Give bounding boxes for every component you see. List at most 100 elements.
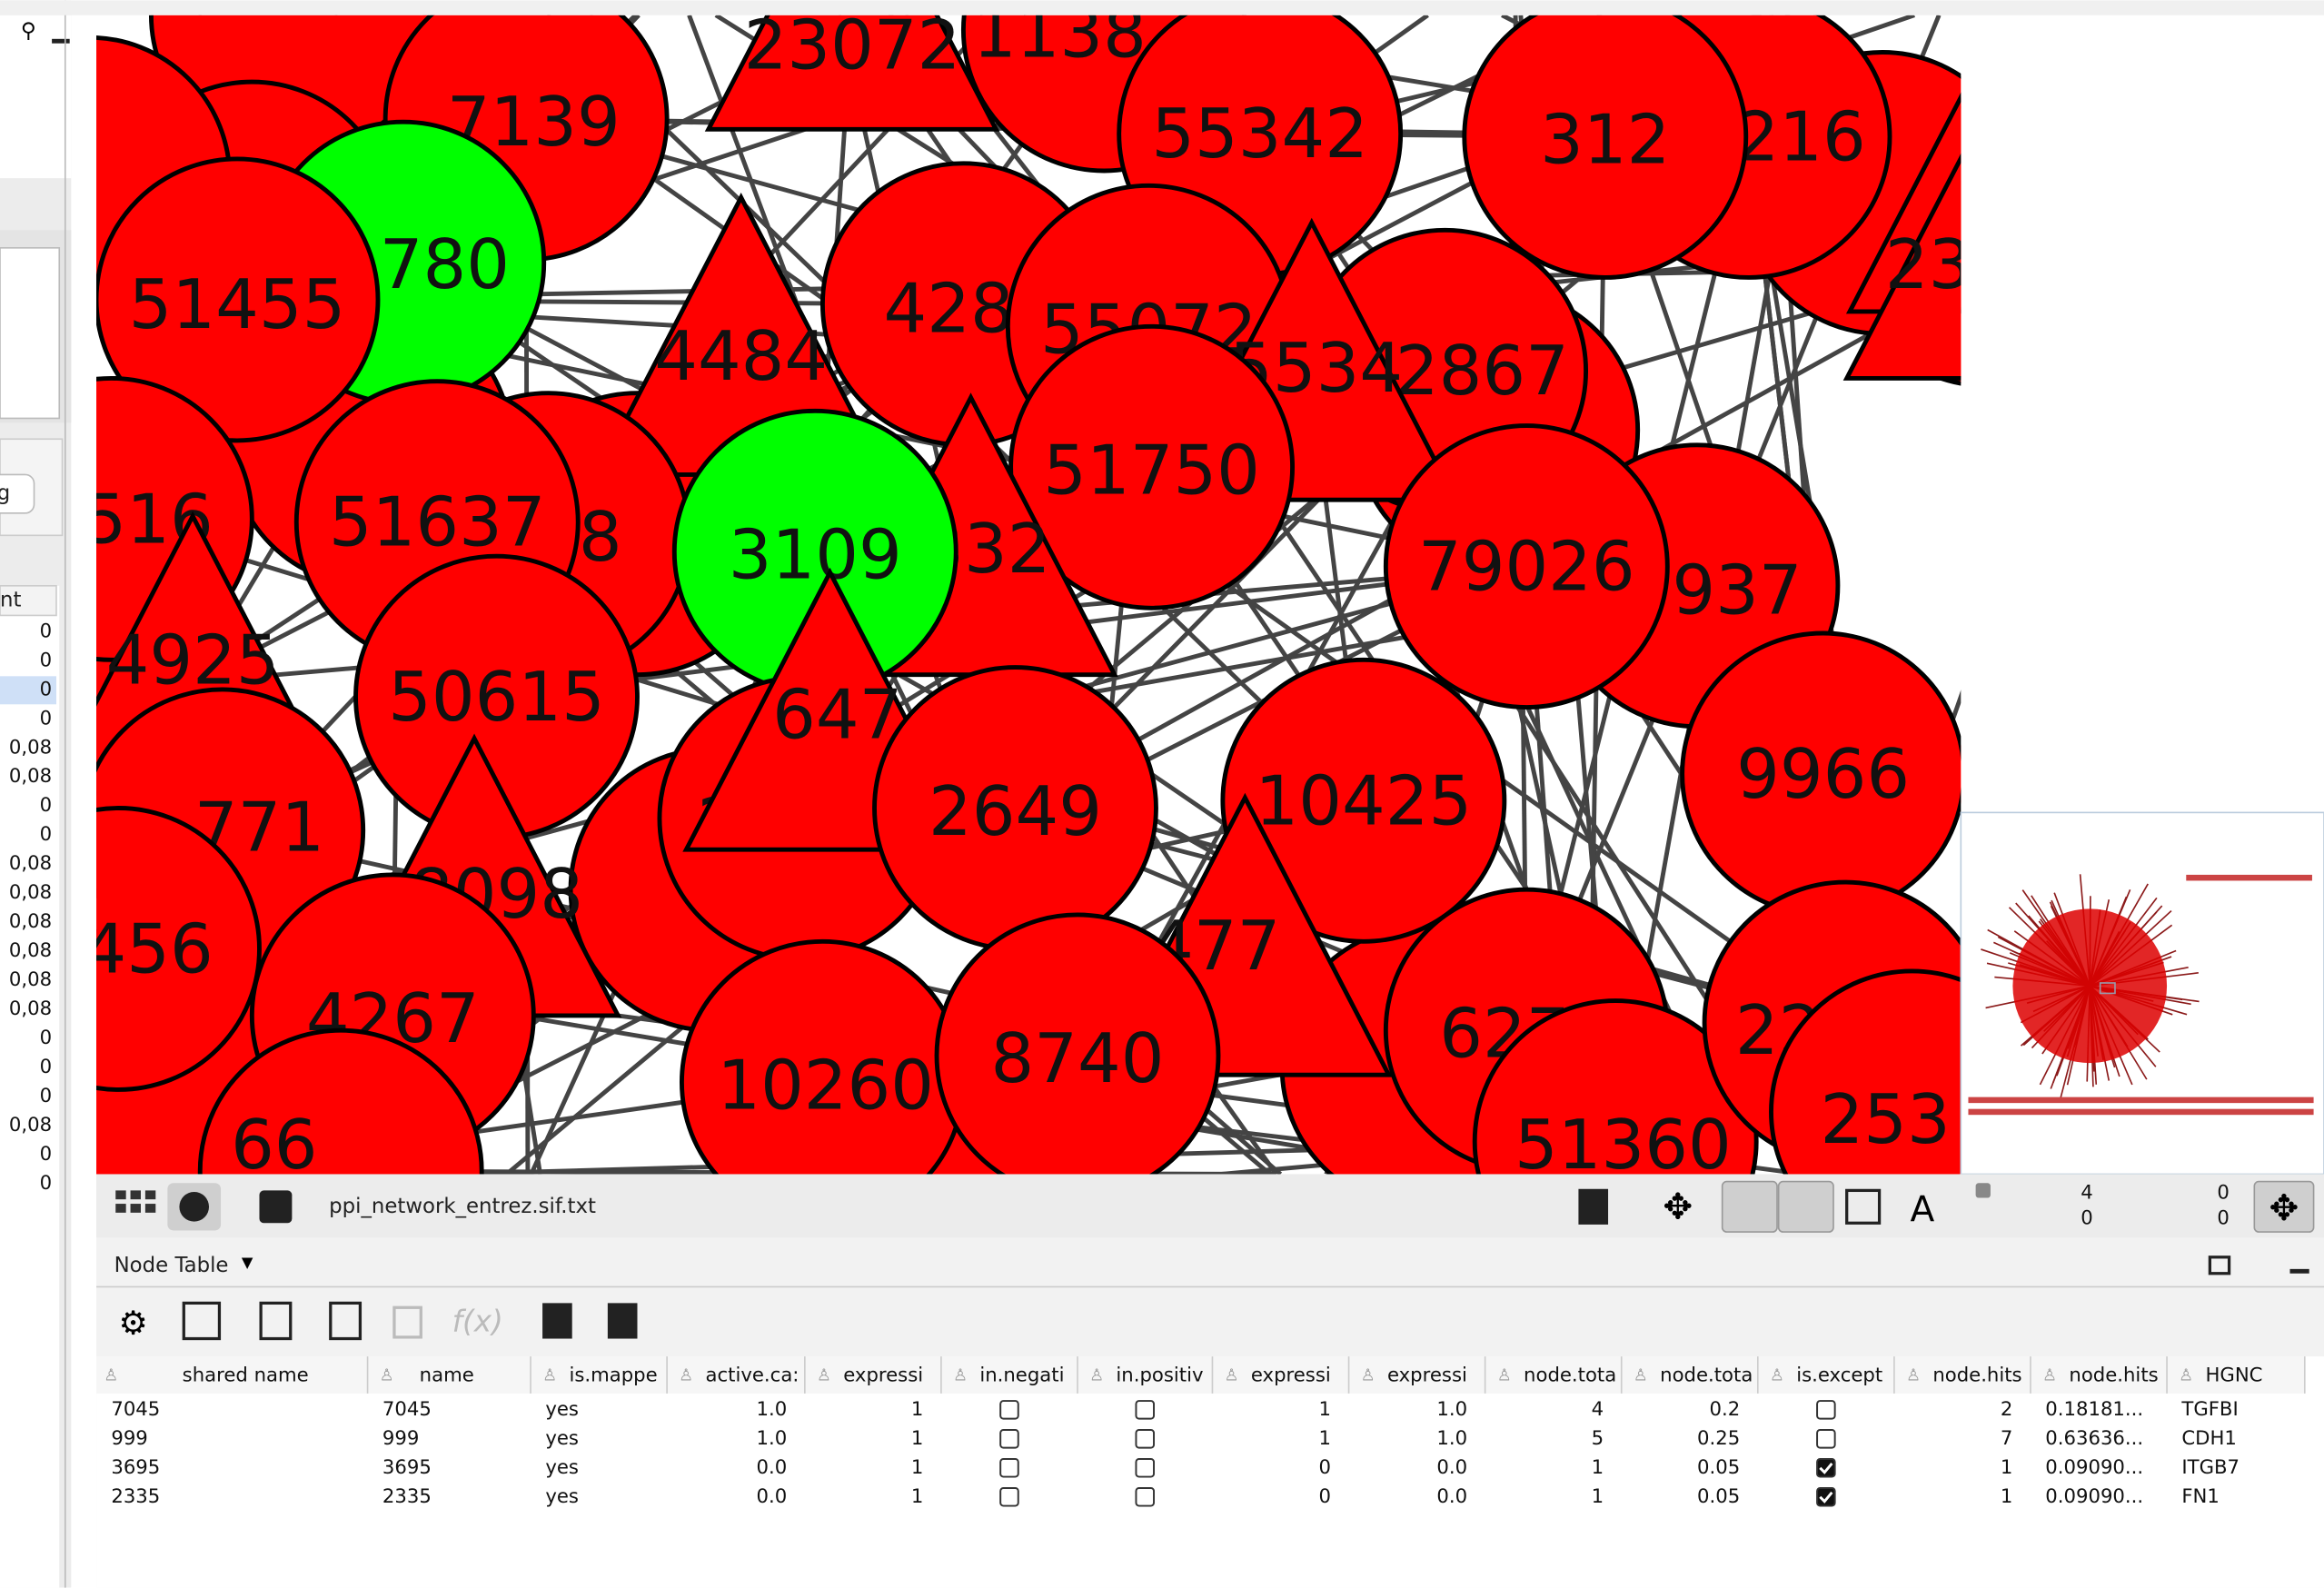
- table-title[interactable]: Node Table: [114, 1254, 229, 1277]
- checkbox[interactable]: [1135, 1486, 1156, 1507]
- column-header[interactable]: node.tota: [1660, 1363, 1753, 1385]
- detach-icon[interactable]: [259, 1190, 293, 1224]
- node[interactable]: [96, 156, 381, 443]
- export-table-icon[interactable]: [607, 1303, 638, 1339]
- node[interactable]: [1842, 101, 2134, 381]
- trash-icon[interactable]: [392, 1305, 422, 1339]
- side-value: 0,08: [9, 764, 52, 787]
- minimize-icon[interactable]: [2289, 1268, 2309, 1274]
- text-icon[interactable]: A: [1911, 1190, 1935, 1231]
- cell: 3695: [382, 1455, 432, 1478]
- node[interactable]: [1220, 657, 1507, 944]
- minimize-icon[interactable]: [52, 38, 70, 44]
- node[interactable]: [197, 1027, 484, 1312]
- node-label: 2649: [929, 771, 1102, 851]
- navigator-toggle-icon[interactable]: ✥: [2269, 1188, 2299, 1229]
- export-icon[interactable]: [1578, 1188, 1609, 1225]
- column-header[interactable]: shared name: [183, 1363, 309, 1385]
- cell: 0.09090...: [2045, 1455, 2143, 1478]
- side-value: 0: [40, 1084, 52, 1107]
- column-header[interactable]: expressi: [1387, 1363, 1467, 1385]
- cell: 7045: [382, 1397, 432, 1420]
- node-label: 55342: [1151, 94, 1368, 174]
- selected-row: [0, 676, 56, 705]
- pin-icon[interactable]: ⚲: [21, 19, 36, 43]
- column-header[interactable]: in.positiv: [1116, 1363, 1203, 1385]
- column-header[interactable]: is.except: [1796, 1363, 1882, 1385]
- side-button-label[interactable]: g: [0, 481, 10, 505]
- node[interactable]: [0, 806, 262, 1092]
- cell: 1: [911, 1455, 923, 1478]
- side-value: 0: [40, 1026, 52, 1048]
- checkbox[interactable]: [1816, 1400, 1836, 1420]
- cell: 1: [911, 1426, 923, 1449]
- checkbox[interactable]: [1816, 1429, 1836, 1449]
- side-button[interactable]: [0, 473, 35, 514]
- cell: 0.2: [1710, 1397, 1741, 1420]
- select-nodes-icon[interactable]: [1721, 1180, 1778, 1233]
- grid-view-icon[interactable]: [115, 1190, 156, 1213]
- count: 0: [2217, 1181, 2229, 1204]
- icon: ♙: [1770, 1365, 1784, 1385]
- fit-icon[interactable]: ✥: [1663, 1186, 1693, 1227]
- annotation-icon[interactable]: [1845, 1188, 1882, 1225]
- cell: 0.09090...: [2045, 1484, 2143, 1507]
- side-value: 0,08: [9, 909, 52, 932]
- select-edges-icon[interactable]: [1777, 1180, 1834, 1233]
- cell: 0.0: [1436, 1484, 1467, 1507]
- checkbox[interactable]: [1135, 1400, 1156, 1420]
- top-bar: [0, 0, 2324, 15]
- column-header[interactable]: node.hits: [1932, 1363, 2021, 1385]
- checkbox[interactable]: [1816, 1458, 1836, 1478]
- side-value: 0,08: [9, 997, 52, 1019]
- node[interactable]: [934, 912, 1221, 1196]
- column-header[interactable]: in.negati: [979, 1363, 1064, 1385]
- side-value: 0: [40, 1055, 52, 1077]
- side-value: 0,08: [9, 851, 52, 874]
- node-label: 8740: [991, 1018, 1165, 1098]
- column-header[interactable]: HGNC: [2205, 1363, 2262, 1385]
- column-header[interactable]: expressi: [843, 1363, 923, 1385]
- node-label: 253: [1821, 1079, 1951, 1159]
- node[interactable]: [1008, 323, 1296, 610]
- checkbox[interactable]: [999, 1486, 1019, 1507]
- column-header[interactable]: expressi: [1251, 1363, 1331, 1385]
- checkbox[interactable]: [999, 1400, 1019, 1420]
- cell: 2335: [111, 1484, 160, 1507]
- navigator-toggle[interactable]: [2253, 1180, 2315, 1233]
- cell: 1: [2001, 1455, 2012, 1478]
- share-icon[interactable]: [179, 1192, 210, 1222]
- cell: 0.25: [1697, 1426, 1740, 1449]
- cell: 7045: [111, 1397, 160, 1420]
- settings-icon[interactable]: ⚙: [119, 1305, 148, 1343]
- add-column-icon[interactable]: [259, 1301, 293, 1341]
- checkbox[interactable]: [1816, 1486, 1836, 1507]
- checkbox[interactable]: [1135, 1429, 1156, 1449]
- column-header[interactable]: node.hits: [2069, 1363, 2158, 1385]
- node[interactable]: [1769, 968, 2052, 1253]
- node[interactable]: [704, 0, 1000, 132]
- node[interactable]: [1472, 998, 1759, 1283]
- column-header[interactable]: active.ca:: [706, 1363, 799, 1385]
- checkbox[interactable]: [999, 1458, 1019, 1478]
- column-header[interactable]: is.mappe: [569, 1363, 657, 1385]
- node[interactable]: [1462, 0, 1749, 280]
- function-icon[interactable]: f(x): [452, 1304, 503, 1338]
- column-header[interactable]: node.tota: [1524, 1363, 1616, 1385]
- cell: 2: [2001, 1397, 2012, 1420]
- delete-column-icon[interactable]: [329, 1301, 363, 1341]
- maximize-icon[interactable]: [2208, 1256, 2231, 1275]
- file-name: ppi_network_entrez.sif.txt: [329, 1195, 596, 1218]
- node-label: 50615: [388, 657, 605, 737]
- cell: 0.0: [757, 1455, 788, 1478]
- dropdown-arrow[interactable]: ▼: [242, 1254, 253, 1271]
- side-value: 0: [40, 1171, 52, 1194]
- node-label: 51637: [329, 482, 546, 562]
- columns-icon[interactable]: [182, 1301, 222, 1341]
- import-icon[interactable]: [542, 1303, 572, 1339]
- node[interactable]: [1383, 423, 1670, 710]
- checkbox[interactable]: [1135, 1458, 1156, 1478]
- table: [96, 1356, 2324, 1588]
- checkbox[interactable]: [999, 1429, 1019, 1449]
- column-header[interactable]: name: [420, 1363, 474, 1385]
